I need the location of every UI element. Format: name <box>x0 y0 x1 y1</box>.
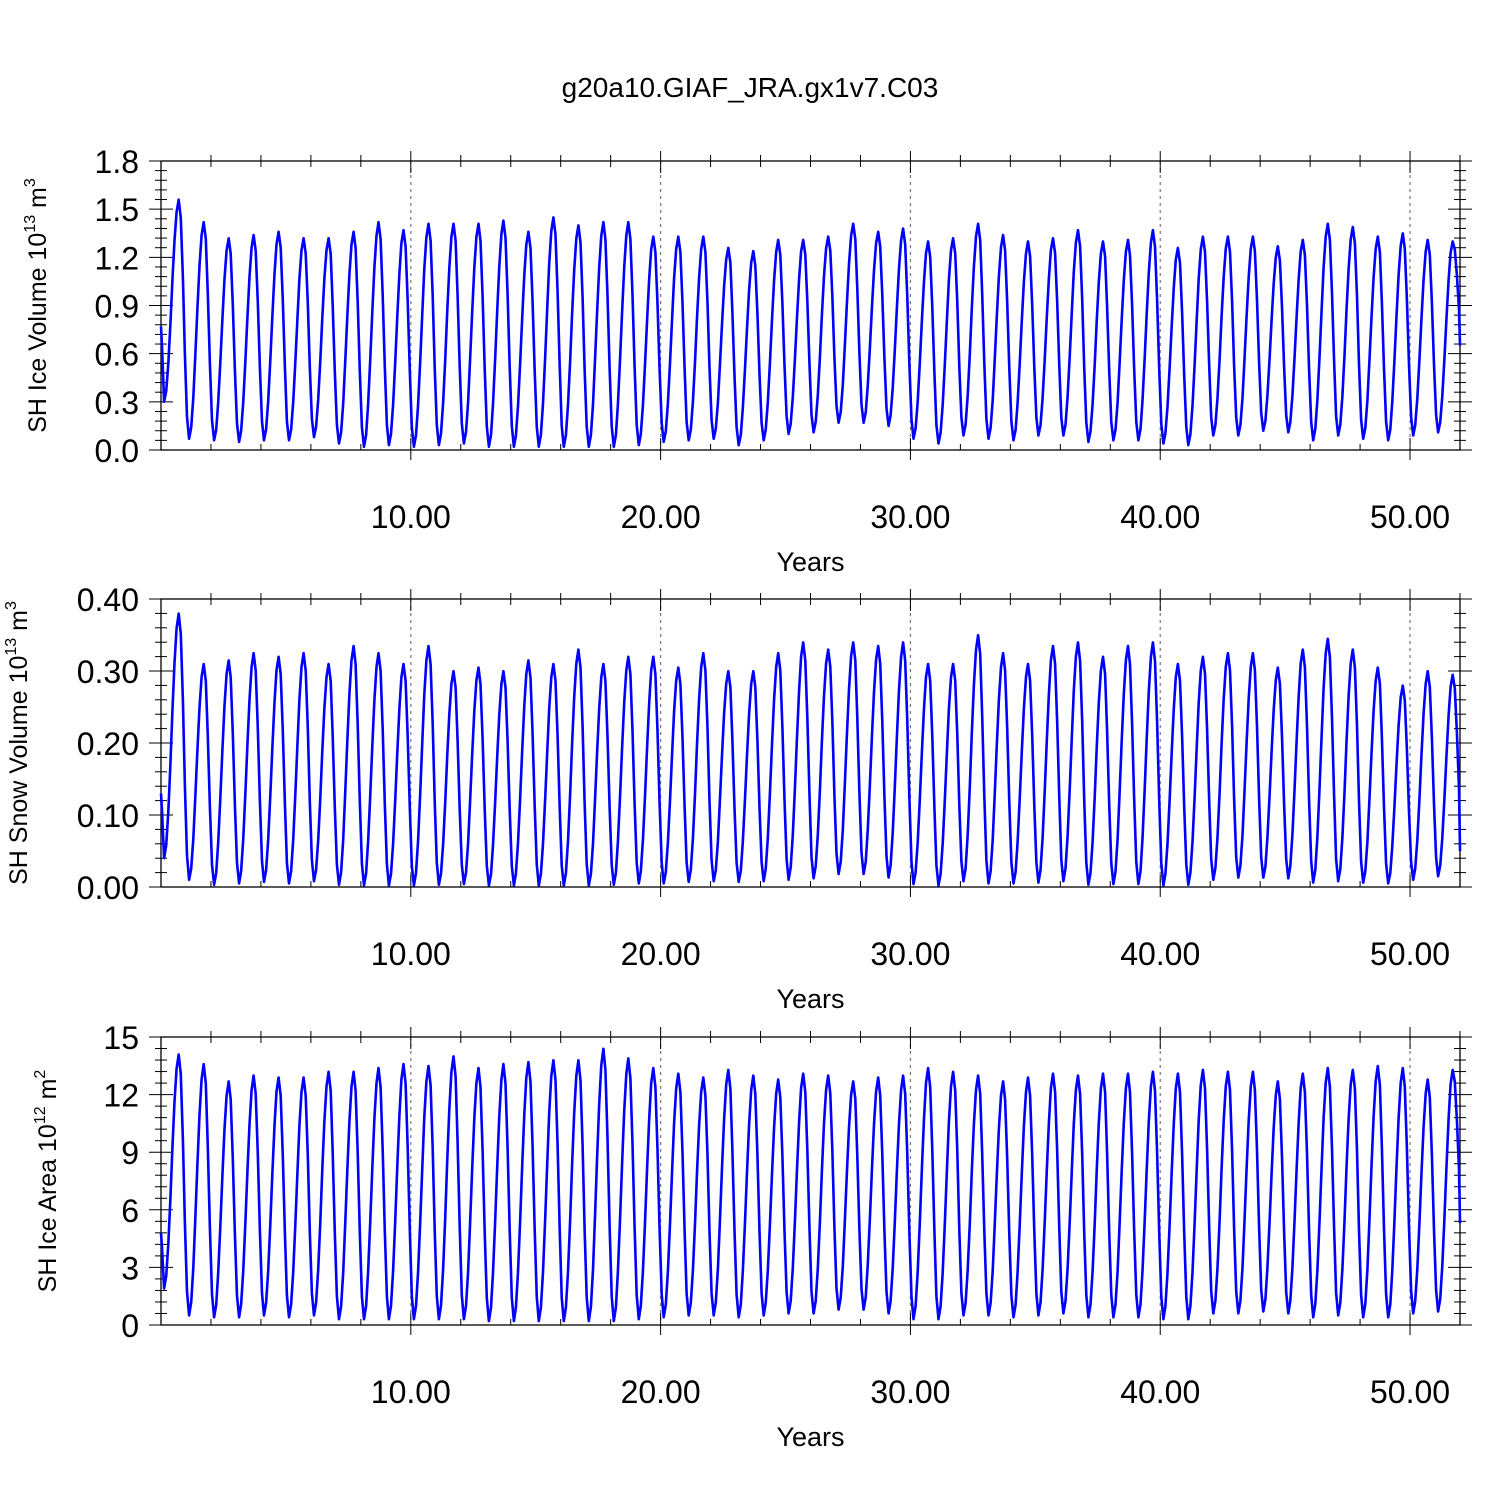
x-axis-label: Years <box>776 1422 844 1452</box>
x-tick-label: 20.00 <box>621 499 701 535</box>
y-axis-label-text: SH Snow Volume 10 <box>5 656 33 885</box>
panel-snow-volume: 10.00 20.00 30.00 40.00 50.00 Years 0.00 0.10 0.… <box>3 582 1472 1014</box>
x-tick-label: 30.00 <box>870 499 950 535</box>
x-tick-label: 40.00 <box>1120 1374 1200 1410</box>
x-tick-label: 10.00 <box>371 936 451 972</box>
y-axis-label-unit: m <box>34 1079 62 1107</box>
panel-ice-area: 10.00 20.00 30.00 40.00 50.00 Years 0 3 6 9 12 15 SH… <box>32 1020 1472 1452</box>
x-tick-label: 40.00 <box>1120 499 1200 535</box>
x-tick-label: 50.00 <box>1370 936 1450 972</box>
x-axis-label: Years <box>776 547 844 577</box>
x-tick-label: 20.00 <box>621 936 701 972</box>
y-axis-label: SH Snow Volume 1013 m3 <box>3 601 33 885</box>
x-tick-label: 50.00 <box>1370 1374 1450 1410</box>
y-axis-label: SH Ice Area 1012 m2 <box>32 1070 62 1293</box>
y-axis-label-exponent: 13 <box>3 638 20 656</box>
y-tick-label: 0.3 <box>95 385 139 421</box>
data-series-line <box>159 612 1462 887</box>
x-tick-label: 10.00 <box>371 1374 451 1410</box>
x-tick-label: 20.00 <box>621 1374 701 1410</box>
y-tick-label: 9 <box>121 1135 139 1171</box>
y-axis-label: SH Ice Volume 1013 m3 <box>22 178 52 433</box>
y-tick-label: 0.40 <box>77 582 139 618</box>
figure-title: g20a10.GIAF_JRA.gx1v7.C03 <box>562 72 939 103</box>
data-series-line <box>159 198 1462 449</box>
x-tick-label: 40.00 <box>1120 936 1200 972</box>
y-tick-label: 0.30 <box>77 654 139 690</box>
y-axis-label-unit: m <box>24 187 52 215</box>
y-tick-label: 0.00 <box>77 870 139 906</box>
y-axis-label-exponent: 13 <box>22 215 39 233</box>
x-tick-label: 30.00 <box>870 1374 950 1410</box>
y-axis-label-unit-exponent: 3 <box>22 178 39 187</box>
y-tick-label: 0 <box>121 1308 139 1344</box>
y-axis-label-exponent: 12 <box>32 1106 49 1124</box>
y-tick-label: 0.0 <box>95 433 139 469</box>
y-tick-label: 0.10 <box>77 798 139 834</box>
data-series-line <box>159 1047 1462 1323</box>
y-tick-label: 1.2 <box>95 240 139 276</box>
y-tick-label: 0.20 <box>77 726 139 762</box>
y-tick-label: 15 <box>103 1020 139 1056</box>
x-tick-label: 50.00 <box>1370 499 1450 535</box>
panel-ice-volume: 10.00 20.00 30.00 40.00 50.00 Years 0.0 0.3 0.6 0… <box>22 144 1472 577</box>
y-axis-label-unit-exponent: 3 <box>3 601 20 610</box>
y-tick-label: 3 <box>121 1250 139 1286</box>
y-axis-label-unit-exponent: 2 <box>32 1070 49 1079</box>
y-tick-label: 1.5 <box>95 192 139 228</box>
x-tick-label: 30.00 <box>870 936 950 972</box>
y-tick-label: 6 <box>121 1193 139 1229</box>
y-axis-label-unit: m <box>5 610 33 638</box>
x-axis-label: Years <box>776 984 844 1014</box>
x-tick-label: 10.00 <box>371 499 451 535</box>
y-tick-label: 0.6 <box>95 337 139 373</box>
y-axis-label-text: SH Ice Volume 10 <box>24 233 52 433</box>
y-axis-label-text: SH Ice Area 10 <box>34 1124 62 1292</box>
y-tick-label: 0.9 <box>95 289 139 325</box>
y-tick-label: 1.8 <box>95 144 139 180</box>
y-tick-label: 12 <box>103 1078 139 1114</box>
